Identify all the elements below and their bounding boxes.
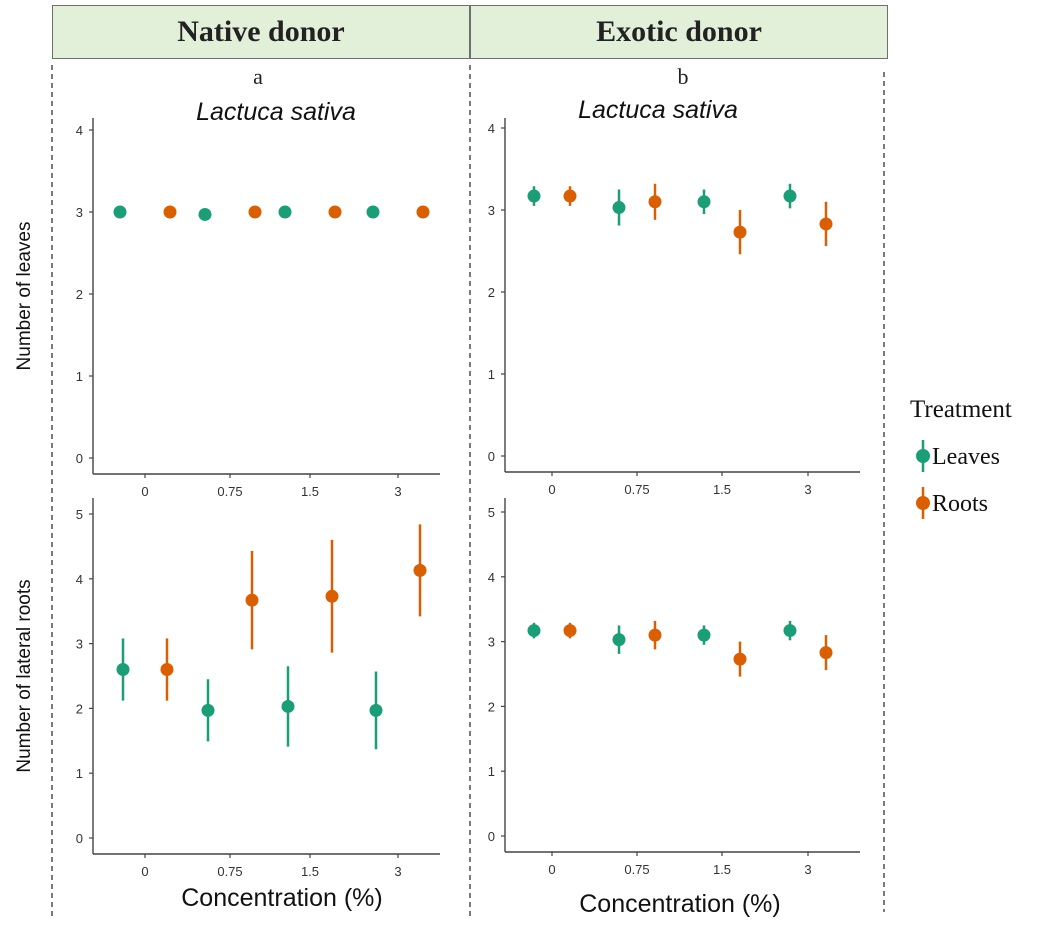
panel-d-y-tick-label-1: 1 — [488, 764, 495, 779]
panel-a-roots-point-1 — [248, 205, 262, 219]
panel-c-y-label: Number of lateral roots — [14, 579, 35, 772]
panel-a-x-tick-label-2: 1.5 — [301, 484, 319, 499]
panel-c-leaves-point-3 — [369, 703, 383, 717]
panel-c-y-tick-label-3: 3 — [76, 637, 83, 652]
panel-b-roots-point-2 — [733, 225, 747, 239]
panel-a-y-tick-label-4: 4 — [76, 123, 83, 138]
panel-a-leaves-point-0 — [113, 205, 127, 219]
panel-a-roots-point-2 — [328, 205, 342, 219]
panel-b-roots-point-1 — [648, 195, 662, 209]
panel-c-leaves-point-1 — [201, 703, 215, 717]
panel-d-y-tick-label-3: 3 — [488, 635, 495, 650]
panel-a-roots-point-3 — [416, 205, 430, 219]
panel-b-leaves-point-0 — [527, 189, 541, 203]
panel-d-x-tick-label-0: 0 — [548, 862, 555, 877]
panel-d-x-tick-label-3: 3 — [804, 862, 811, 877]
legend-label-leaves: Leaves — [932, 444, 1000, 470]
panel-c-y-tick-label-4: 4 — [76, 572, 83, 587]
panel-b-leaves-point-3 — [783, 189, 797, 203]
panel-d-x-tick-label-2: 1.5 — [713, 862, 731, 877]
legend-title: Treatment — [910, 396, 1012, 423]
panel-b-y-tick-label-3: 3 — [488, 203, 495, 218]
panel-a-y-tick-label-1: 1 — [76, 369, 83, 384]
panel-a-leaves-point-1 — [198, 207, 212, 221]
panel-c-leaves-point-0 — [116, 663, 130, 677]
panel-c-x-tick-label-0: 0 — [141, 864, 148, 879]
panel-b-title: Lactuca sativa — [578, 96, 738, 124]
panel-b-x-tick-label-3: 3 — [804, 482, 811, 497]
header-exotic-donor: Exotic donor — [470, 5, 888, 59]
panel-c-leaves-point-2 — [281, 699, 295, 713]
panel-b-roots-point-0 — [563, 189, 577, 203]
panel-a-y-tick-label-3: 3 — [76, 205, 83, 220]
panel-a-leaves-point-2 — [278, 205, 292, 219]
panel-d-x-tick-label-1: 0.75 — [624, 862, 649, 877]
legend-key-roots — [916, 496, 930, 510]
panel-a-title: Lactuca sativa — [196, 98, 356, 126]
panel-d-y-tick-label-4: 4 — [488, 570, 495, 585]
panel-a-x-tick-label-1: 0.75 — [217, 484, 242, 499]
panel-b-letter: b — [678, 64, 689, 89]
legend-label-roots: Roots — [932, 491, 988, 517]
panel-d-roots-point-0 — [563, 624, 577, 638]
panel-d-y-tick-label-5: 5 — [488, 505, 495, 520]
header-native-label: Native donor — [177, 15, 345, 48]
panel-d-leaves-point-0 — [527, 624, 541, 638]
panel-d-y-tick-label-0: 0 — [488, 829, 495, 844]
panel-a-roots-point-0 — [163, 205, 177, 219]
panel-c-y-tick-label-1: 1 — [76, 766, 83, 781]
panel-c-y-tick-label-0: 0 — [76, 831, 83, 846]
panel-d-roots-point-1 — [648, 628, 662, 642]
panel-b-y-tick-label-1: 1 — [488, 367, 495, 382]
panel-a-leaves-point-3 — [366, 205, 380, 219]
header-native-donor: Native donor — [52, 5, 470, 59]
panel-a-letter: a — [253, 64, 263, 89]
panel-d-leaves-point-1 — [612, 633, 626, 647]
panel-c-x-tick-label-1: 0.75 — [217, 864, 242, 879]
panel-c-y-tick-label-2: 2 — [76, 701, 83, 716]
panel-b-y-tick-label-4: 4 — [488, 121, 495, 136]
panel-c-x-tick-label-2: 1.5 — [301, 864, 319, 879]
panel-a-y-label: Number of leaves — [14, 222, 35, 371]
panel-b-x-tick-label-2: 1.5 — [713, 482, 731, 497]
panel-c-x-label: Concentration (%) — [181, 884, 382, 912]
panel-d-roots-point-2 — [733, 652, 747, 666]
panel-d-roots-point-3 — [819, 646, 833, 660]
panel-a-y-tick-label-0: 0 — [76, 451, 83, 466]
panel-c-roots-point-0 — [160, 663, 174, 677]
panel-d-x-label: Concentration (%) — [579, 890, 780, 918]
panel-b-leaves-point-1 — [612, 201, 626, 215]
panel-c-roots-point-2 — [325, 589, 339, 603]
header-exotic-label: Exotic donor — [596, 15, 762, 48]
panel-b-y-tick-label-0: 0 — [488, 449, 495, 464]
panel-a-y-tick-label-2: 2 — [76, 287, 83, 302]
panel-c-y-tick-label-5: 5 — [76, 507, 83, 522]
panel-b-roots-point-3 — [819, 217, 833, 231]
panel-b-y-tick-label-2: 2 — [488, 285, 495, 300]
panel-c-x-tick-label-3: 3 — [394, 864, 401, 879]
legend-key-leaves — [916, 449, 930, 463]
panel-a-x-tick-label-0: 0 — [141, 484, 148, 499]
panel-c-roots-point-3 — [413, 563, 427, 577]
panel-d-y-tick-label-2: 2 — [488, 699, 495, 714]
panel-b-x-tick-label-0: 0 — [548, 482, 555, 497]
panel-a-x-tick-label-3: 3 — [394, 484, 401, 499]
panel-d-leaves-point-3 — [783, 624, 797, 638]
panel-c-roots-point-1 — [245, 593, 259, 607]
panel-b-x-tick-label-1: 0.75 — [624, 482, 649, 497]
panel-b-leaves-point-2 — [697, 195, 711, 209]
panel-d-leaves-point-2 — [697, 628, 711, 642]
